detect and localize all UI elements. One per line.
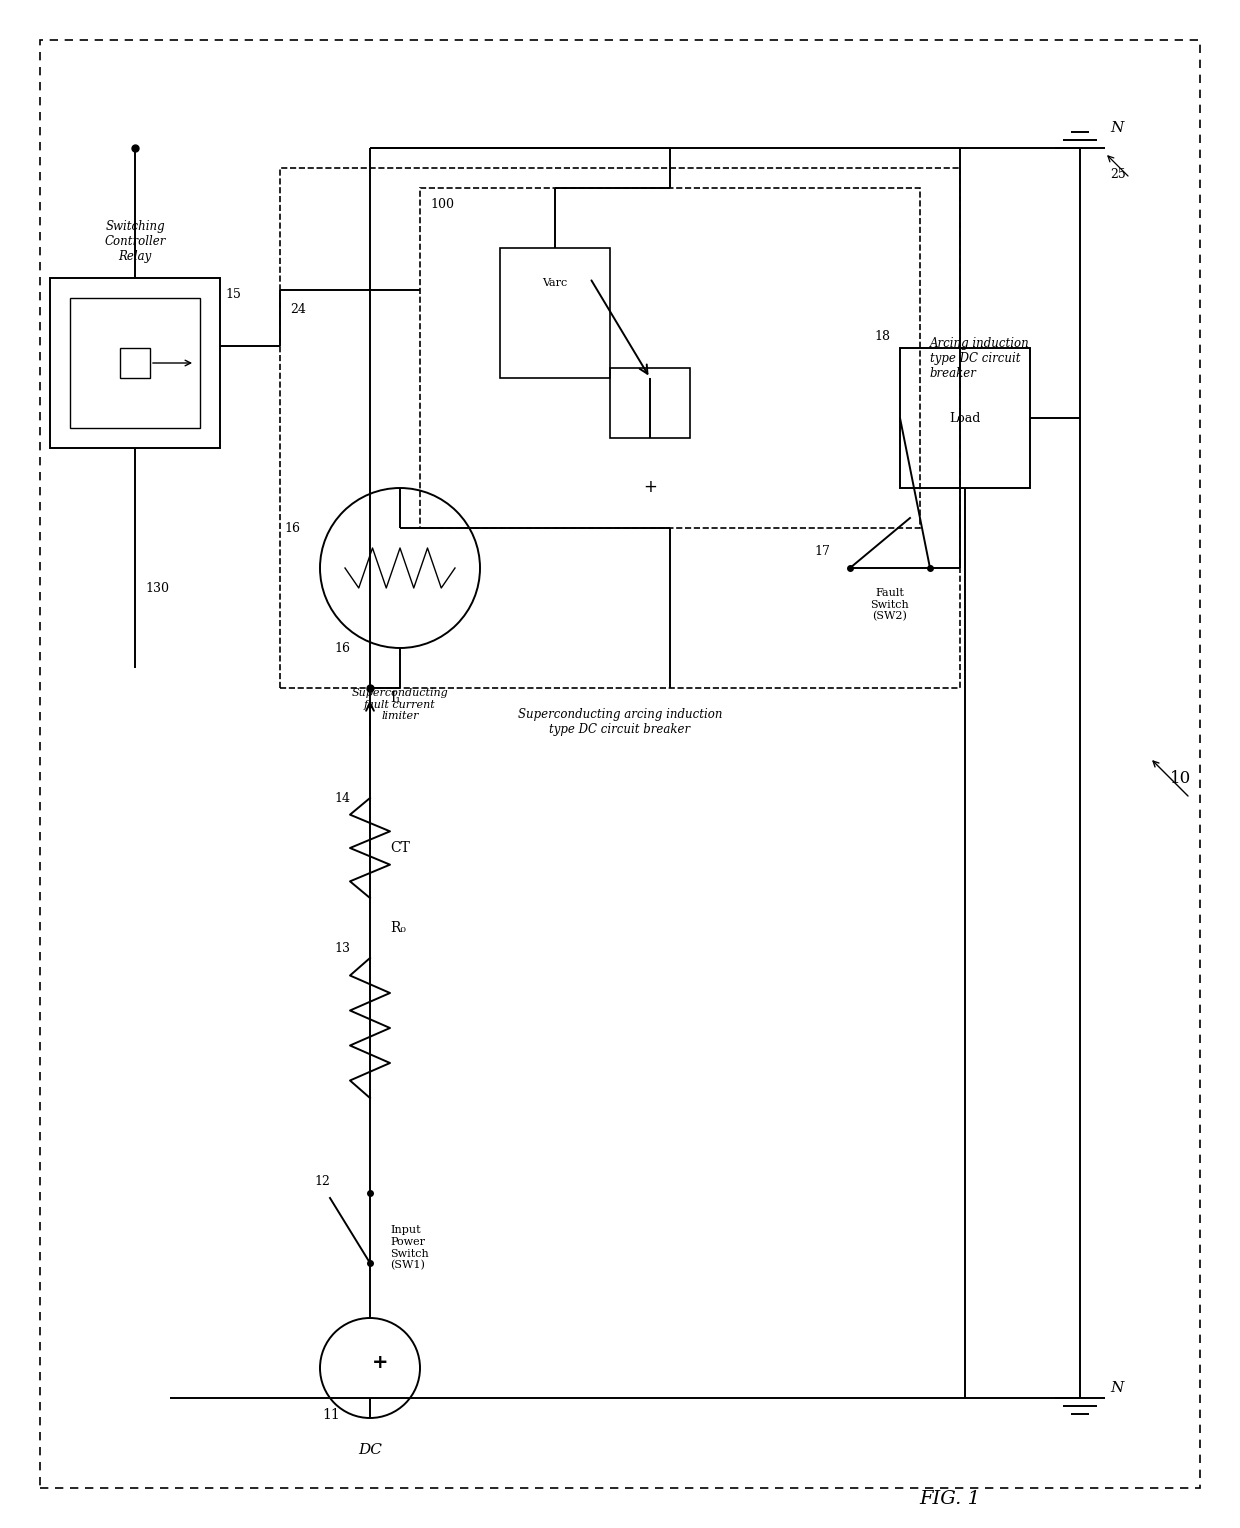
Text: 24: 24 — [290, 303, 306, 316]
Text: 10: 10 — [1171, 770, 1192, 787]
Text: Varc: Varc — [542, 278, 568, 287]
Text: 16: 16 — [334, 642, 350, 654]
Text: 130: 130 — [145, 582, 169, 594]
Bar — [500, 248, 610, 377]
Bar — [280, 168, 960, 688]
Text: 17: 17 — [815, 545, 830, 558]
Text: Fault
Switch
(SW2): Fault Switch (SW2) — [870, 588, 909, 622]
Text: FIG. 1: FIG. 1 — [920, 1490, 981, 1508]
Text: DC: DC — [358, 1442, 382, 1458]
Text: I₁: I₁ — [391, 691, 401, 704]
Text: 12: 12 — [314, 1175, 330, 1187]
Text: 13: 13 — [334, 941, 350, 955]
Text: R₀: R₀ — [391, 921, 405, 935]
Text: +: + — [644, 478, 657, 497]
Text: 25: 25 — [1110, 168, 1126, 180]
Text: 14: 14 — [334, 792, 350, 805]
Bar — [900, 348, 1030, 487]
Text: 11: 11 — [322, 1407, 340, 1423]
Text: N: N — [1110, 1381, 1123, 1395]
Text: Load: Load — [950, 411, 981, 425]
Text: 18: 18 — [874, 330, 890, 342]
Text: N: N — [1110, 121, 1123, 134]
Text: 100: 100 — [430, 199, 454, 211]
Bar — [50, 278, 219, 448]
Text: 16: 16 — [284, 521, 300, 535]
Text: 15: 15 — [224, 287, 241, 301]
Text: Superconducting
fault current
limiter: Superconducting fault current limiter — [352, 688, 449, 721]
Text: Switching
Controller
Relay: Switching Controller Relay — [104, 220, 166, 263]
Bar — [69, 298, 200, 428]
Bar — [120, 348, 150, 377]
Text: CT: CT — [391, 840, 410, 856]
Text: Arcing induction
type DC circuit
breaker: Arcing induction type DC circuit breaker — [930, 336, 1029, 379]
Bar — [420, 188, 920, 529]
Text: Input
Power
Switch
(SW1): Input Power Switch (SW1) — [391, 1225, 429, 1271]
Bar — [610, 368, 689, 439]
Text: +: + — [372, 1354, 388, 1372]
Text: Superconducting arcing induction
type DC circuit breaker: Superconducting arcing induction type DC… — [518, 707, 722, 736]
